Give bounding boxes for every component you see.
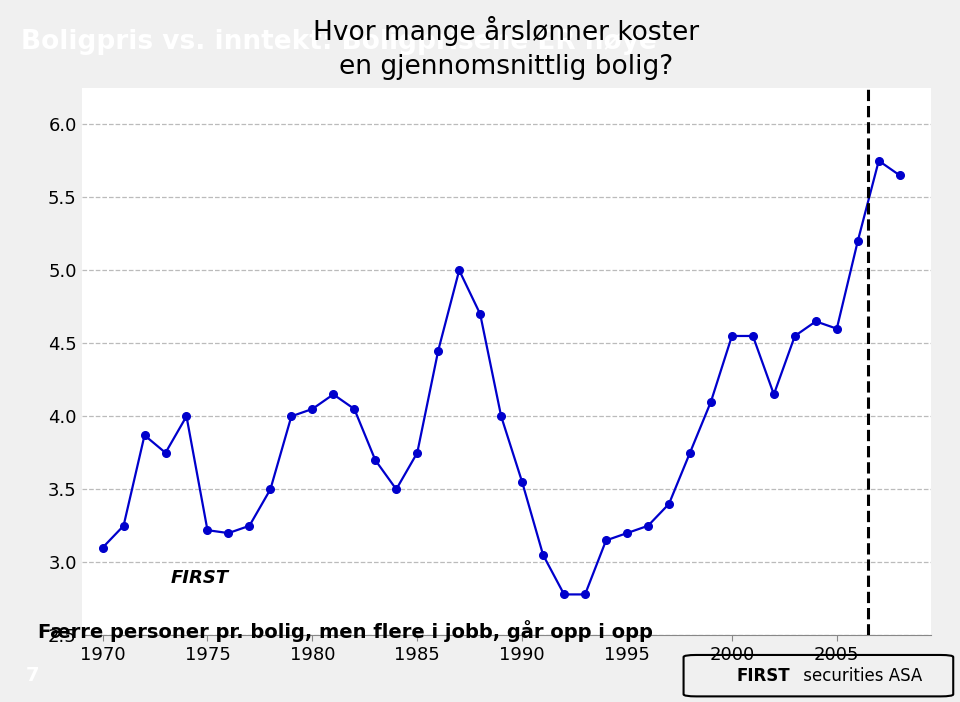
Text: Færre personer pr. bolig, men flere i jobb, går opp i opp: Færre personer pr. bolig, men flere i jo… (38, 621, 653, 642)
Text: FIRST: FIRST (171, 569, 228, 587)
Title: Hvor mange årslønner koster
en gjennomsnittlig bolig?: Hvor mange årslønner koster en gjennomsn… (313, 16, 700, 80)
Text: securities ASA: securities ASA (798, 667, 923, 684)
Text: FIRST: FIRST (737, 667, 791, 684)
FancyBboxPatch shape (684, 655, 953, 696)
Text: 7: 7 (26, 666, 39, 685)
Text: Boligpris vs. inntekt: Boligprisene ER høye: Boligpris vs. inntekt: Boligprisene ER h… (21, 29, 657, 55)
